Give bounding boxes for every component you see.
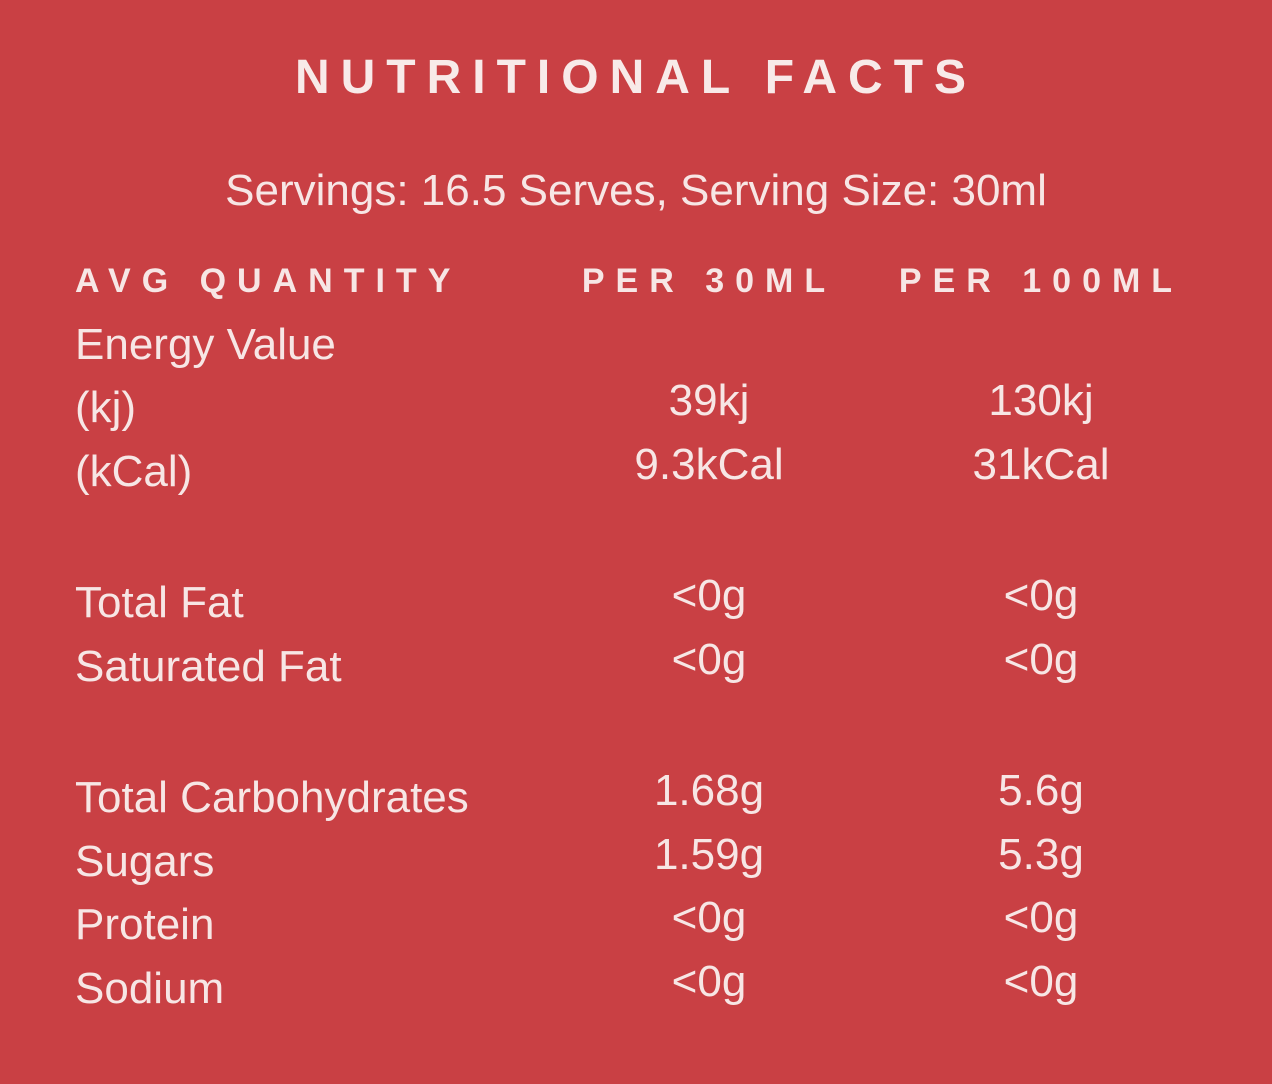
facts-table: AVG QUANTITY PER 30ML PER 100ML Energy V… [0, 250, 1272, 1021]
row-label: Energy Value [75, 319, 336, 369]
table-header-row: AVG QUANTITY PER 30ML PER 100ML [75, 250, 1244, 313]
row-value-per-30ml: <0g [671, 634, 747, 684]
row-value-per-30ml: 39kj [668, 376, 750, 426]
table-row: (kj) 39kj 130kj [75, 376, 1244, 441]
spacer-row [75, 699, 1244, 767]
row-label: Saturated Fat [75, 641, 342, 691]
table-row: (kCal) 9.3kCal 31kCal [75, 440, 1244, 504]
table-row: Energy Value [75, 313, 1244, 377]
table-row: Sodium <0g <0g [75, 957, 1244, 1021]
row-value-per-30ml: <0g [671, 571, 747, 621]
row-value-per-100ml: 31kCal [972, 439, 1110, 489]
row-label: (kCal) [75, 446, 193, 496]
header-per-100ml: PER 100ML [898, 262, 1184, 300]
servings-line: Servings: 16.5 Serves, Serving Size: 30m… [225, 166, 1047, 215]
table-row: Saturated Fat <0g <0g [75, 635, 1244, 699]
row-value-per-100ml: <0g [1003, 956, 1079, 1006]
row-value-per-100ml: 5.3g [998, 829, 1084, 879]
row-value-per-100ml: <0g [1003, 634, 1079, 684]
row-label: Total Fat [75, 578, 244, 628]
row-label: Sugars [75, 836, 215, 886]
table-row: Sugars 1.59g 5.3g [75, 830, 1244, 894]
row-value-per-30ml: <0g [671, 956, 747, 1006]
header-avg-quantity: AVG QUANTITY [75, 262, 462, 300]
table-row: Total Carbohydrates 1.68g 5.6g [75, 766, 1244, 831]
row-label: (kj) [75, 383, 137, 433]
row-value-per-30ml: 1.68g [653, 766, 765, 816]
row-label: Sodium [75, 963, 225, 1013]
table-row: Total Fat <0g <0g [75, 571, 1244, 636]
facts-table-body: Energy Value (kj) 39kj 130kj (kCal) 9.3kCal 31… [75, 313, 1244, 1021]
header-per-30ml: PER 30ML [581, 262, 837, 300]
row-value-per-100ml: 5.6g [998, 766, 1084, 816]
row-value-per-100ml: 130kj [988, 376, 1094, 426]
row-value-per-30ml: 9.3kCal [634, 439, 784, 489]
row-label: Protein [75, 900, 215, 950]
table-row: Protein <0g <0g [75, 893, 1244, 958]
row-value-per-30ml: <0g [671, 893, 747, 943]
row-value-per-100ml: <0g [1003, 571, 1079, 621]
spacer-row [75, 504, 1244, 572]
row-value-per-100ml: <0g [1003, 893, 1079, 943]
row-label: Total Carbohydrates [75, 773, 469, 823]
row-value-per-30ml: 1.59g [653, 829, 765, 879]
page-title: NUTRITIONAL FACTS [294, 51, 978, 104]
